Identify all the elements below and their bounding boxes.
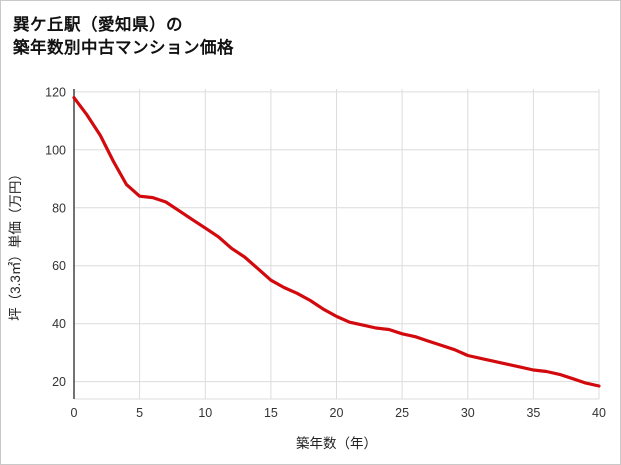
x-tick-label: 15 [264,406,278,420]
x-tick-label: 5 [136,406,143,420]
y-tick-label: 40 [52,317,66,331]
y-axis-label: 坪（3.3㎡）単価（万円） [8,167,23,321]
chart-title: 巽ケ丘駅（愛知県）の 築年数別中古マンション価格 [13,16,234,58]
x-tick-label: 0 [71,406,78,420]
line-chart: 20 40 60 80 100 120 0 5 10 15 20 25 30 35 40 築年数（年） 坪（3.… [8,85,606,451]
x-tick-label: 35 [526,406,540,420]
x-tick-label: 25 [395,406,409,420]
y-tick-label: 80 [52,201,66,215]
price-line [72,96,601,388]
x-tick-label: 20 [330,406,344,420]
x-tick-label: 10 [198,406,212,420]
y-tick-label: 20 [52,375,66,389]
x-tick-label: 30 [461,406,475,420]
x-tick-label: 40 [592,406,606,420]
y-tick-label: 120 [45,85,66,99]
x-axis-label: 築年数（年） [296,436,377,451]
y-tick-label: 60 [52,259,66,273]
y-tick-label: 100 [45,143,66,157]
